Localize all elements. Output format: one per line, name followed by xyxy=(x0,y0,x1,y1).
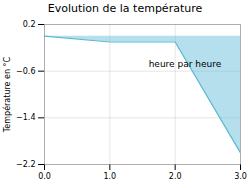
svg-text:3.0: 3.0 xyxy=(234,172,247,181)
svg-text:−0.6: −0.6 xyxy=(16,67,35,76)
svg-text:0.2: 0.2 xyxy=(23,20,36,29)
svg-text:−2.2: −2.2 xyxy=(16,160,35,169)
svg-text:2.0: 2.0 xyxy=(169,172,182,181)
svg-text:1.0: 1.0 xyxy=(103,172,116,181)
svg-text:heure par heure: heure par heure xyxy=(149,59,222,69)
svg-text:0.0: 0.0 xyxy=(38,172,51,181)
html-text:Evolution de la température: Evolution de la température xyxy=(47,2,203,15)
svg-text:−1.4: −1.4 xyxy=(16,113,35,122)
svg-text:Température en °C: Température en °C xyxy=(2,56,12,133)
